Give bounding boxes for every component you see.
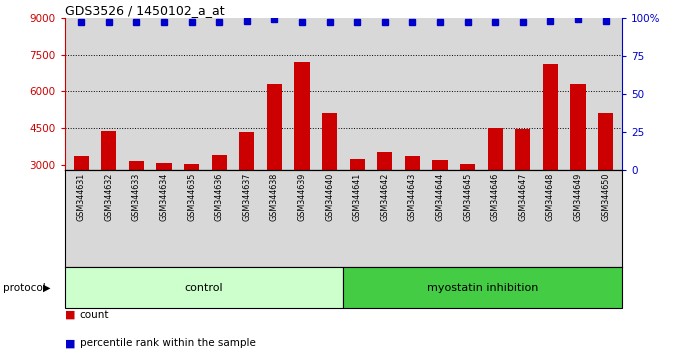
Bar — [156, 162, 171, 170]
Text: GSM344649: GSM344649 — [573, 173, 583, 221]
Bar — [571, 84, 585, 170]
Text: GDS3526 / 1450102_a_at: GDS3526 / 1450102_a_at — [65, 4, 224, 17]
Bar — [343, 267, 622, 308]
Text: GSM344640: GSM344640 — [325, 173, 334, 221]
Text: GSM344634: GSM344634 — [160, 173, 169, 221]
Text: GSM344638: GSM344638 — [270, 173, 279, 221]
Text: ■: ■ — [65, 310, 75, 320]
Text: ■: ■ — [65, 338, 75, 348]
Text: count: count — [80, 310, 109, 320]
Text: GSM344648: GSM344648 — [546, 173, 555, 221]
Text: GSM344641: GSM344641 — [353, 173, 362, 221]
Text: GSM344645: GSM344645 — [463, 173, 472, 221]
Bar — [73, 156, 89, 170]
Text: protocol: protocol — [3, 282, 46, 293]
Text: GSM344639: GSM344639 — [297, 173, 307, 221]
Bar — [598, 113, 613, 170]
Text: GSM344642: GSM344642 — [380, 173, 390, 221]
Bar — [101, 131, 116, 170]
Text: GSM344647: GSM344647 — [518, 173, 527, 221]
Text: GSM344646: GSM344646 — [491, 173, 500, 221]
Text: GSM344643: GSM344643 — [408, 173, 417, 221]
Text: GSM344632: GSM344632 — [104, 173, 114, 221]
Bar — [294, 62, 309, 170]
Bar — [377, 152, 392, 170]
Text: control: control — [185, 282, 223, 293]
Bar — [184, 164, 199, 170]
Text: GSM344635: GSM344635 — [187, 173, 196, 221]
Text: ▶: ▶ — [42, 282, 50, 293]
Bar — [211, 155, 226, 170]
Text: GSM344636: GSM344636 — [215, 173, 224, 221]
Text: percentile rank within the sample: percentile rank within the sample — [80, 338, 256, 348]
Text: myostatin inhibition: myostatin inhibition — [427, 282, 539, 293]
Text: GSM344650: GSM344650 — [601, 173, 610, 221]
Text: GSM344631: GSM344631 — [77, 173, 86, 221]
Bar — [405, 156, 420, 170]
Bar — [65, 267, 343, 308]
Bar — [267, 84, 282, 170]
Text: GSM344644: GSM344644 — [435, 173, 445, 221]
Bar — [515, 130, 530, 170]
Bar — [239, 132, 254, 170]
Text: GSM344637: GSM344637 — [242, 173, 252, 221]
Bar — [322, 113, 337, 170]
Bar — [432, 160, 447, 170]
Bar — [460, 164, 475, 170]
Bar — [350, 159, 364, 170]
Bar — [129, 161, 144, 170]
Text: GSM344633: GSM344633 — [132, 173, 141, 221]
Bar — [543, 64, 558, 170]
Bar — [488, 128, 503, 170]
